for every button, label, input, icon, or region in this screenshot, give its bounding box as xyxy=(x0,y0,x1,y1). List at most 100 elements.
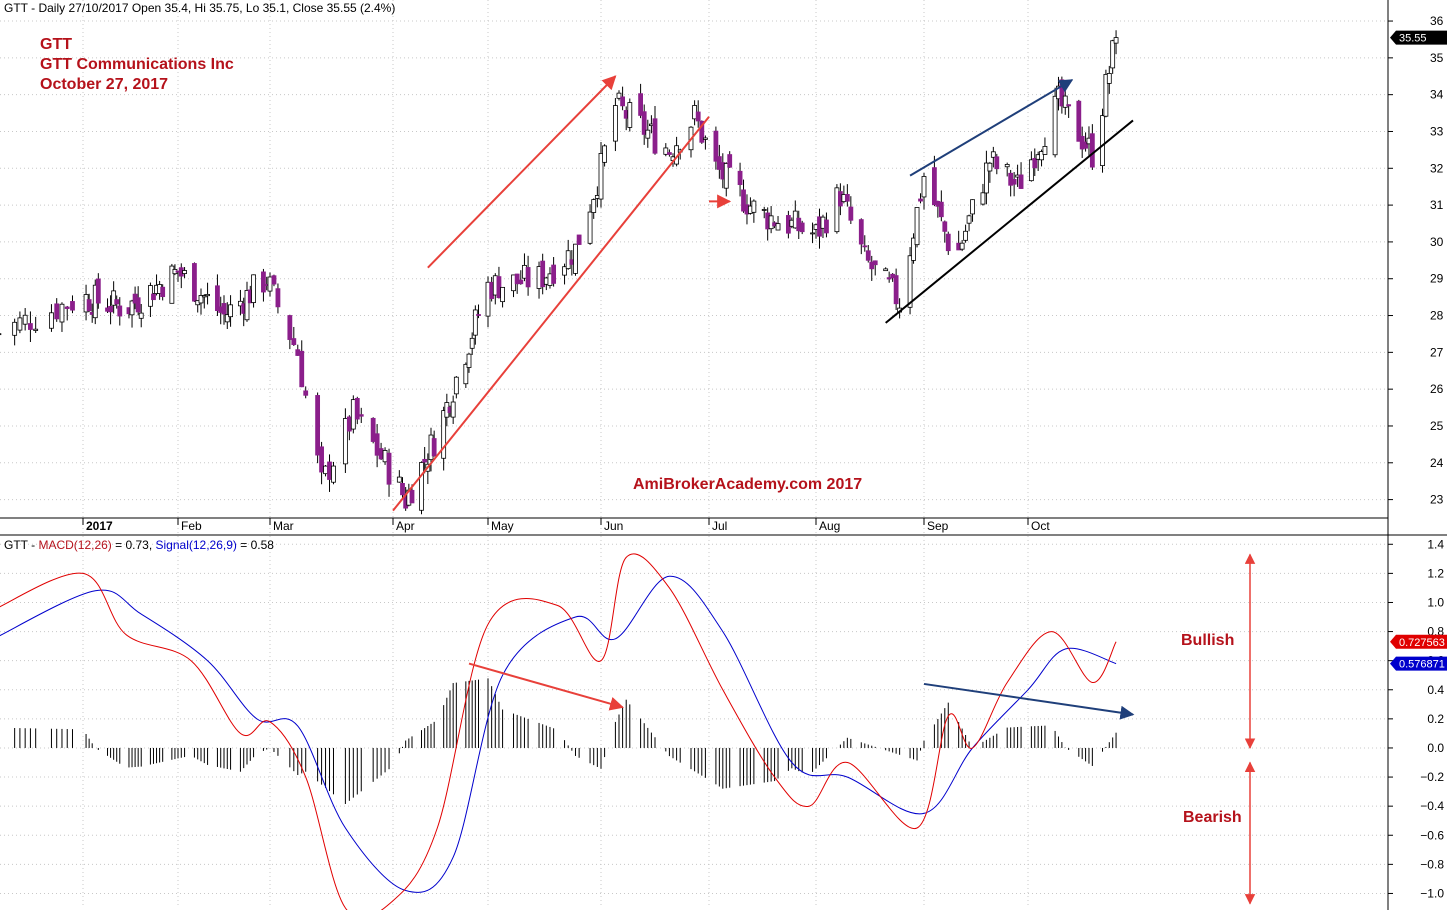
red-price-trendline xyxy=(392,116,710,512)
candle-body xyxy=(645,129,651,139)
candle-body xyxy=(844,194,850,202)
candle-body xyxy=(370,417,376,442)
candle-body xyxy=(350,399,356,430)
candle-body xyxy=(959,242,965,250)
candle-body xyxy=(911,237,916,261)
macd-histogram xyxy=(14,678,1117,804)
red-price-trendline xyxy=(427,75,617,269)
candle-body xyxy=(1028,159,1034,182)
macd-legend-value: = 0.73, xyxy=(111,538,156,552)
candle-body xyxy=(70,301,75,311)
candle-body xyxy=(990,151,996,158)
candle-body xyxy=(921,176,927,198)
candle-body xyxy=(525,267,531,288)
candle-body xyxy=(1113,37,1119,44)
candle-body xyxy=(466,353,472,368)
candle-body xyxy=(587,211,593,244)
candle-body xyxy=(970,199,975,215)
candle-body xyxy=(932,167,937,206)
macd-y-axis: 1.41.21.00.80.60.40.20.0−0.2−0.4−0.6−0.8… xyxy=(1388,537,1444,900)
candle-body xyxy=(396,476,402,483)
candle-body xyxy=(638,93,643,116)
candle-body xyxy=(810,232,815,235)
signal-last-tag: 0.576871 xyxy=(1399,659,1445,671)
candle-body xyxy=(86,299,92,312)
candle-body xyxy=(1066,104,1072,107)
company-title: GTT Communications Inc xyxy=(40,56,234,73)
candle-body xyxy=(198,295,204,304)
candle-body xyxy=(295,349,301,356)
price-tick-label: 34 xyxy=(1430,88,1444,102)
candle-body xyxy=(713,130,719,162)
price-y-axis: 23 24 25 26 27 28 29 30 31 32 33 34 35 36 xyxy=(1388,14,1444,507)
candle-body xyxy=(319,446,324,473)
candle-body xyxy=(761,209,767,211)
price-tick-label: 26 xyxy=(1430,382,1444,396)
macd-header: GTT - MACD(12,26) = 0.73, Signal(12,26,9… xyxy=(4,538,274,552)
candle-body xyxy=(17,317,23,331)
candle-body xyxy=(741,189,746,212)
candle-body xyxy=(33,328,39,331)
candle-body xyxy=(723,163,729,189)
candle-body xyxy=(267,276,273,292)
blue-price-trendline xyxy=(909,79,1074,177)
candle-body xyxy=(472,309,478,336)
candle-body xyxy=(858,219,864,245)
candle-body xyxy=(450,401,456,418)
candle-body xyxy=(1052,95,1058,156)
watermark-text: AmiBrokerAcademy.com 2017 xyxy=(633,476,863,493)
candle-body xyxy=(627,102,633,128)
macd-tick-label: 0.2 xyxy=(1427,712,1444,726)
candle-body xyxy=(1062,95,1068,108)
candle-body xyxy=(303,390,309,396)
date-title: October 27, 2017 xyxy=(40,76,169,93)
date-tick-label: Jul xyxy=(712,519,727,533)
candle-body xyxy=(966,215,972,224)
candle-body xyxy=(775,223,781,231)
candle-body xyxy=(59,303,65,323)
macd-header-prefix: GTT - xyxy=(4,538,39,552)
last-value-tags: 35.55 0.727563 0.576871 xyxy=(1390,30,1447,671)
signal-last-tag-bg xyxy=(1390,656,1447,671)
candle-body xyxy=(224,314,230,323)
candle-body xyxy=(907,255,913,308)
candle-body xyxy=(573,243,578,274)
candle-body xyxy=(205,293,210,297)
price-header-text: GTT - Daily 27/10/2017 Open 35.4, Hi 35.… xyxy=(4,1,396,15)
price-tick-label: 24 xyxy=(1430,456,1444,470)
macd-lines xyxy=(0,553,1117,915)
candle-body xyxy=(12,321,18,336)
date-tick-label: Mar xyxy=(273,519,294,533)
price-tick-label: 31 xyxy=(1430,198,1444,212)
macd-tick-label: −0.8 xyxy=(1420,857,1444,871)
candle-body xyxy=(1110,40,1116,69)
candle-body xyxy=(271,275,277,285)
candle-body xyxy=(327,461,332,480)
price-tick-label: 23 xyxy=(1430,493,1444,507)
date-x-axis: 2017 Feb Mar Apr May Jun Jul Aug Sep Oct xyxy=(82,518,1050,533)
candle-body xyxy=(1011,178,1017,185)
candle-body xyxy=(400,483,405,496)
price-tick-label: 28 xyxy=(1430,309,1444,323)
candle-body xyxy=(942,221,948,232)
candle-body xyxy=(54,303,60,320)
signal-legend-value: = 0.58 xyxy=(236,538,274,552)
candle-body xyxy=(182,270,187,274)
candle-body xyxy=(620,96,625,107)
bullish-label: Bullish xyxy=(1181,632,1235,649)
candle-body xyxy=(602,145,607,163)
candle-body xyxy=(576,234,582,245)
red-macd-divergence-line xyxy=(468,662,624,711)
candle-body xyxy=(1032,157,1038,169)
macd-last-tag: 0.727563 xyxy=(1399,637,1445,649)
candle-body xyxy=(938,201,944,218)
candle-body xyxy=(703,137,708,140)
candle-body xyxy=(117,305,123,317)
macd-tick-label: 0.0 xyxy=(1427,741,1444,755)
price-tick-label: 35 xyxy=(1430,51,1444,65)
price-header: GTT - Daily 27/10/2017 Open 35.4, Hi 35.… xyxy=(4,1,395,15)
candle-body xyxy=(192,263,197,302)
chart-title-block: GTT GTT Communications Inc October 27, 2… xyxy=(40,35,234,95)
